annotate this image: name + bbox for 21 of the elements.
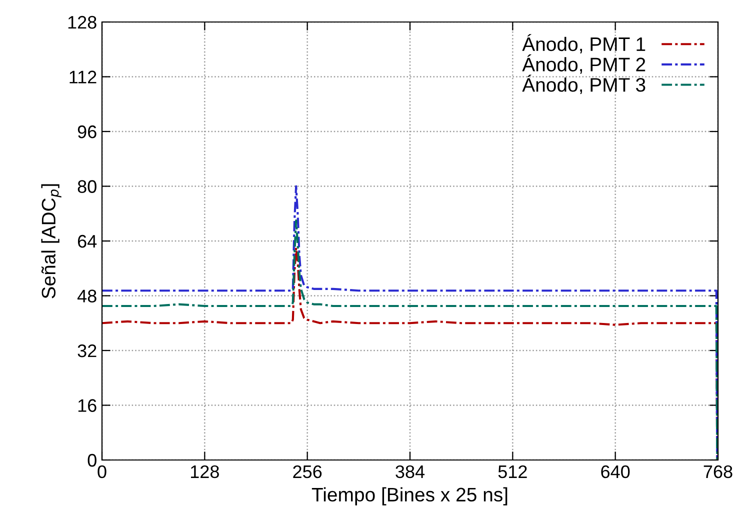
legend-label: Ánodo, PMT 3 [522, 74, 646, 94]
y-tick-label: 96 [78, 125, 96, 138]
y-tick-label: 128 [68, 16, 96, 29]
y-tick-label: 80 [78, 180, 96, 193]
y-tick-label: 112 [70, 70, 96, 84]
x-tick-label: 0 [98, 465, 106, 478]
y-axis-title: Señal [ADC$_{p}$] [41, 184, 62, 298]
y-tick-label: 64 [78, 234, 97, 248]
legend-label: Ánodo, PMT 1 [522, 34, 646, 54]
y-tick-label: 32 [78, 344, 96, 358]
y-tick-label: 0 [88, 454, 96, 467]
x-tick-label: 512 [498, 465, 527, 478]
x-tick-label: 256 [293, 465, 322, 478]
x-tick-label: 384 [396, 465, 425, 478]
x-tick-label: 128 [190, 465, 219, 478]
x-tick-label: 640 [601, 465, 630, 478]
x-tick-label: 768 [704, 465, 732, 478]
y-tick-label: 16 [78, 399, 96, 412]
y-tick-label: 48 [77, 290, 96, 302]
x-axis-title: Tiempo [Bines x 25 ns] [312, 487, 508, 506]
legend-label: Ánodo, PMT 2 [522, 54, 646, 74]
